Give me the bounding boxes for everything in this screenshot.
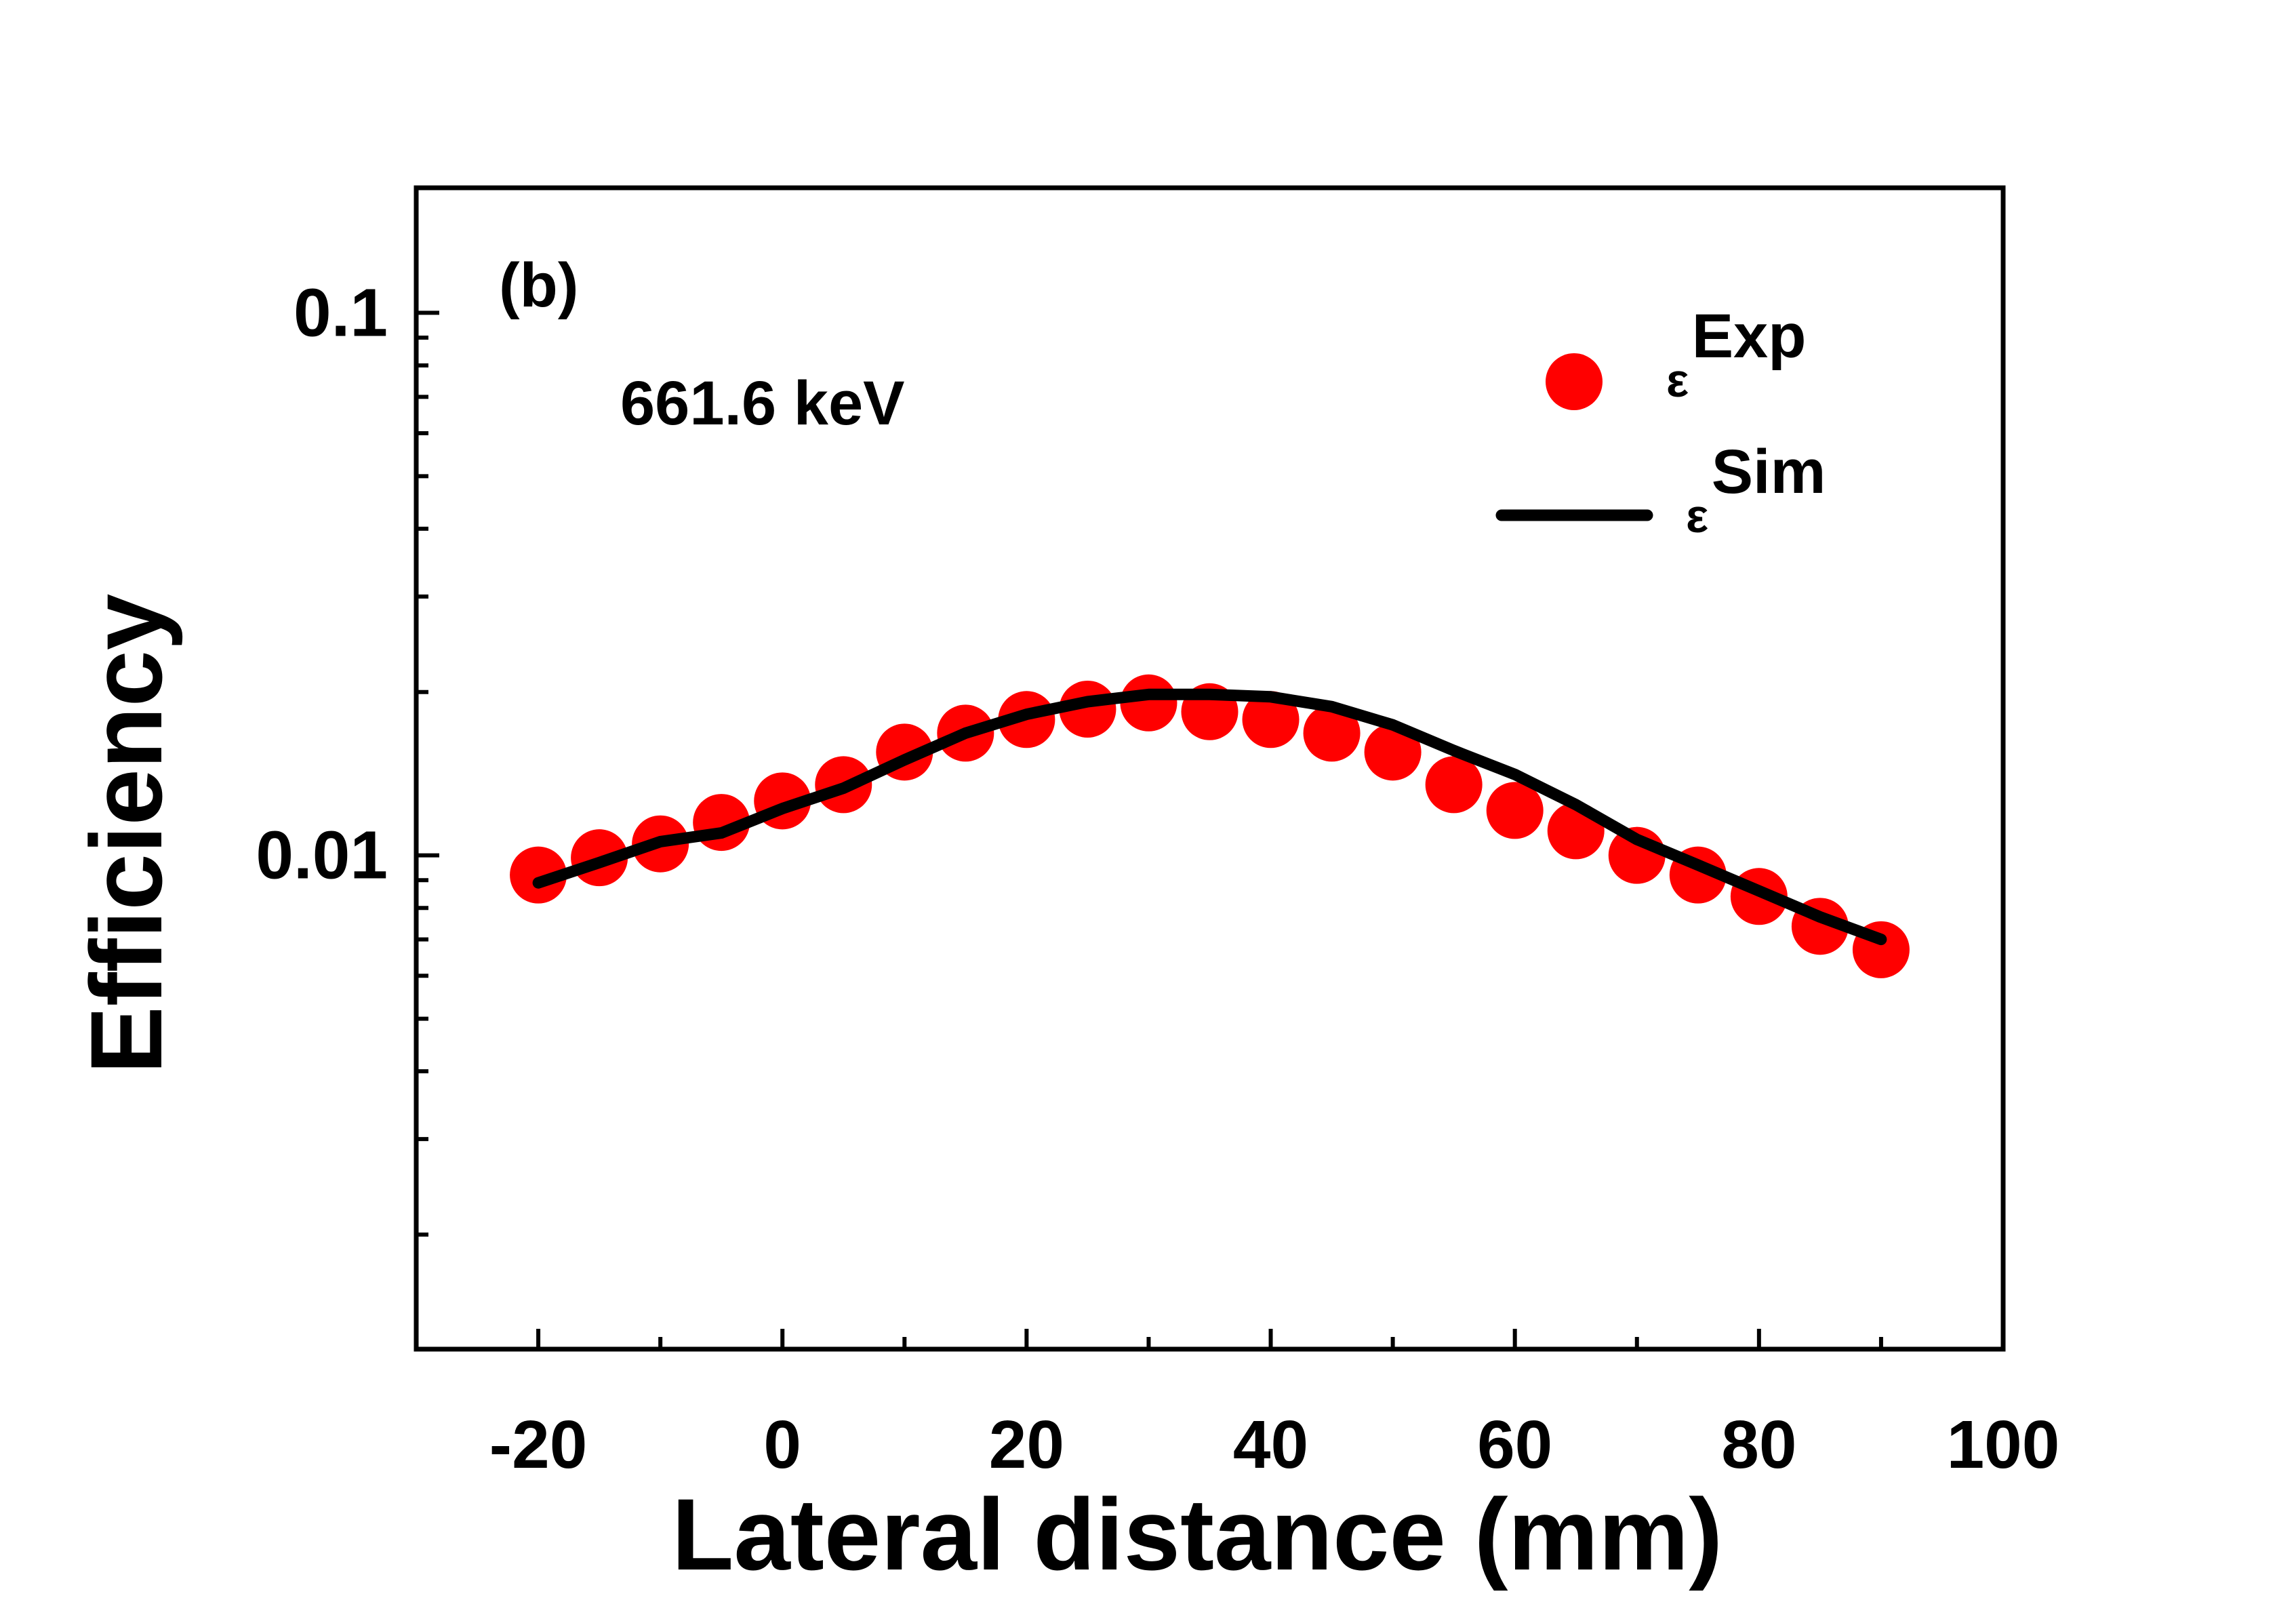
legend-marker-exp xyxy=(1546,353,1603,410)
plot-border xyxy=(414,185,2006,1352)
exp-data-point xyxy=(510,846,567,904)
y-axis: 0.01 0.1 xyxy=(256,275,439,1237)
exp-data-point xyxy=(1120,674,1177,732)
x-tick-label: 40 xyxy=(1233,1407,1308,1483)
y-tick-label: 0.01 xyxy=(256,818,388,894)
x-axis: -20 0 20 40 60 80 100 xyxy=(489,1329,2060,1483)
legend-label-exp: ε Exp xyxy=(1666,302,1806,407)
exp-data-point xyxy=(1486,782,1544,839)
series-layer xyxy=(510,674,1910,978)
x-tick-label: 20 xyxy=(989,1407,1064,1483)
exp-data-point xyxy=(1425,756,1483,814)
legend: ε Exp ε Sim xyxy=(1495,302,1826,542)
x-tick-label: 100 xyxy=(1947,1407,2060,1483)
energy-label: 661.6 keV xyxy=(620,369,904,438)
panel-label: (b) xyxy=(499,251,578,320)
x-axis-title: Lateral distance (mm) xyxy=(672,1477,1723,1591)
exp-data-point xyxy=(1303,704,1361,762)
legend-label-sim: ε Sim xyxy=(1686,437,1826,542)
sim-line xyxy=(532,688,1887,946)
x-tick-label: 60 xyxy=(1477,1407,1552,1483)
exp-data-point xyxy=(1364,723,1422,781)
x-tick-label: 80 xyxy=(1721,1407,1796,1483)
x-tick-label: -20 xyxy=(489,1407,588,1483)
exp-data-point xyxy=(1242,691,1300,748)
x-tick-label: 0 xyxy=(763,1407,801,1483)
y-tick-label: 0.1 xyxy=(294,275,388,351)
y-axis-title: Efficiency xyxy=(69,594,183,1075)
plot-frame xyxy=(414,185,2006,1352)
